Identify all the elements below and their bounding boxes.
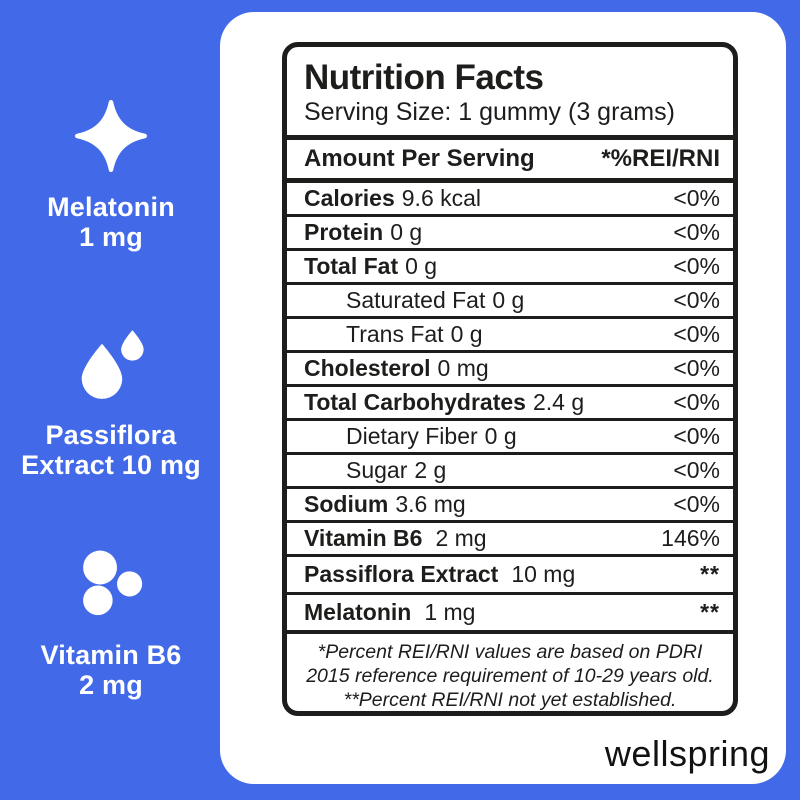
- nutrient-dv: **: [700, 561, 720, 587]
- nutrient-name: Total Fat: [304, 253, 399, 279]
- nutrient-amount: 2 mg: [435, 525, 487, 551]
- nutrient-row-protein: Protein 0 g <0%: [287, 217, 733, 251]
- sidebar-item-melatonin: Melatonin 1 mg: [0, 100, 222, 252]
- nutrient-row-dietary-fiber: Dietary Fiber 0 g <0%: [287, 421, 733, 455]
- ingredient-name: Melatonin: [47, 192, 175, 222]
- footnote-line-3: **Percent REI/RNI not yet established.: [343, 688, 677, 711]
- ingredient-label-melatonin: Melatonin 1 mg: [47, 192, 175, 252]
- nutrient-name: Calories: [304, 185, 395, 211]
- nutrient-row-sodium: Sodium 3.6 mg <0%: [287, 489, 733, 523]
- nutrient-dv: <0%: [673, 219, 720, 245]
- nutrient-amount: 0 g: [390, 219, 423, 245]
- label-header-row: Amount Per Serving *%REI/RNI: [287, 135, 733, 183]
- ingredient-amount: 1 mg: [79, 222, 143, 253]
- nutrient-rows: Calories 9.6 kcal <0% Protein 0 g <0% Tota…: [287, 183, 733, 630]
- nutrient-amount: 0 g: [484, 423, 517, 449]
- sidebar-item-vitaminb6: Vitamin B6 2 mg: [0, 550, 222, 700]
- nutrient-dv: <0%: [673, 389, 720, 415]
- nutrient-dv: <0%: [673, 491, 720, 517]
- nutrient-dv: <0%: [673, 185, 720, 211]
- sparkle-icon: [75, 100, 147, 177]
- nutrient-amount: 2 g: [414, 457, 447, 483]
- nutrient-amount: 9.6 kcal: [401, 185, 482, 211]
- amount-per-serving-header: Amount Per Serving: [304, 145, 535, 172]
- nutrient-name: Saturated Fat: [346, 287, 486, 313]
- nutrient-name: Sodium: [304, 491, 389, 517]
- nutrient-row-melatonin: Melatonin 1 mg **: [287, 595, 733, 630]
- nutrient-amount: 3.6 mg: [395, 491, 466, 517]
- nutrient-dv: **: [700, 599, 720, 626]
- nutrient-dv: <0%: [673, 287, 720, 313]
- ingredient-name: Vitamin B6: [40, 640, 182, 670]
- nutrient-dv: <0%: [673, 457, 720, 483]
- dots-icon: [76, 550, 146, 625]
- nutrition-facts-label: Nutrition Facts Serving Size: 1 gummy (3…: [282, 42, 738, 716]
- footnote-line-2: 2015 reference requirement of 10-29 year…: [306, 664, 714, 687]
- nutrient-name: Vitamin B6: [304, 525, 423, 551]
- nutrient-dv: <0%: [673, 355, 720, 381]
- sidebar-item-passiflora: Passiflora Extract 10 mg: [0, 328, 222, 480]
- water-drops-icon: [75, 328, 147, 405]
- nutrient-row-sugar: Sugar 2 g <0%: [287, 455, 733, 489]
- nutrient-row-trans-fat: Trans Fat 0 g <0%: [287, 319, 733, 353]
- nutrient-amount: 2.4 g: [532, 389, 585, 415]
- nutrient-row-cholesterol: Cholesterol 0 mg <0%: [287, 353, 733, 387]
- nutrient-amount: 1 mg: [424, 599, 476, 626]
- nutrient-amount: 0 mg: [437, 355, 489, 381]
- serving-size: Serving Size: 1 gummy (3 grams): [304, 97, 675, 126]
- nutrient-name: Total Carbohydrates: [304, 389, 526, 415]
- nutrient-row-saturated-fat: Saturated Fat 0 g <0%: [287, 285, 733, 319]
- nutrient-amount: 10 mg: [511, 561, 576, 588]
- nutrient-name: Protein: [304, 219, 384, 245]
- ingredient-amount: 2 mg: [79, 670, 143, 701]
- nutrient-dv: <0%: [673, 253, 720, 279]
- nutrient-name: Dietary Fiber: [346, 423, 478, 449]
- label-title-block: Nutrition Facts Serving Size: 1 gummy (3…: [287, 47, 733, 135]
- nutrient-row-vitamin-b6: Vitamin B6 2 mg 146%: [287, 523, 733, 557]
- nutrient-name: Cholesterol: [304, 355, 431, 381]
- nutrient-name: Melatonin: [304, 599, 412, 626]
- nutrient-name: Sugar: [346, 457, 408, 483]
- nutrient-dv: 146%: [661, 525, 720, 551]
- nutrient-row-calories: Calories 9.6 kcal <0%: [287, 183, 733, 217]
- nutrient-amount: 0 g: [492, 287, 525, 313]
- nutrient-name: Trans Fat: [346, 321, 444, 347]
- footnote: *Percent REI/RNI values are based on PDR…: [287, 630, 733, 711]
- nutrient-amount: 0 g: [450, 321, 483, 347]
- nutrient-row-total-fat: Total Fat 0 g <0%: [287, 251, 733, 285]
- nutrient-dv: <0%: [673, 423, 720, 449]
- ingredient-name: Passiflora: [45, 420, 177, 450]
- nutrient-row-passiflora-extract: Passiflora Extract 10 mg **: [287, 557, 733, 596]
- label-title: Nutrition Facts: [304, 58, 544, 97]
- ingredient-label-vitaminb6: Vitamin B6 2 mg: [40, 640, 181, 700]
- nutrient-name: Passiflora Extract: [304, 561, 499, 588]
- percent-rei-rni-header: *%REI/RNI: [601, 145, 720, 172]
- nutrient-row-total-carbohydrates: Total Carbohydrates 2.4 g <0%: [287, 387, 733, 421]
- ingredient-label-passiflora: Passiflora Extract 10 mg: [21, 420, 201, 480]
- footnote-line-1: *Percent REI/RNI values are based on PDR…: [317, 641, 703, 664]
- nutrient-dv: <0%: [673, 321, 720, 347]
- ingredient-amount: Extract 10 mg: [21, 450, 201, 481]
- brand-wordmark: wellspring: [604, 733, 770, 774]
- nutrient-amount: 0 g: [405, 253, 438, 279]
